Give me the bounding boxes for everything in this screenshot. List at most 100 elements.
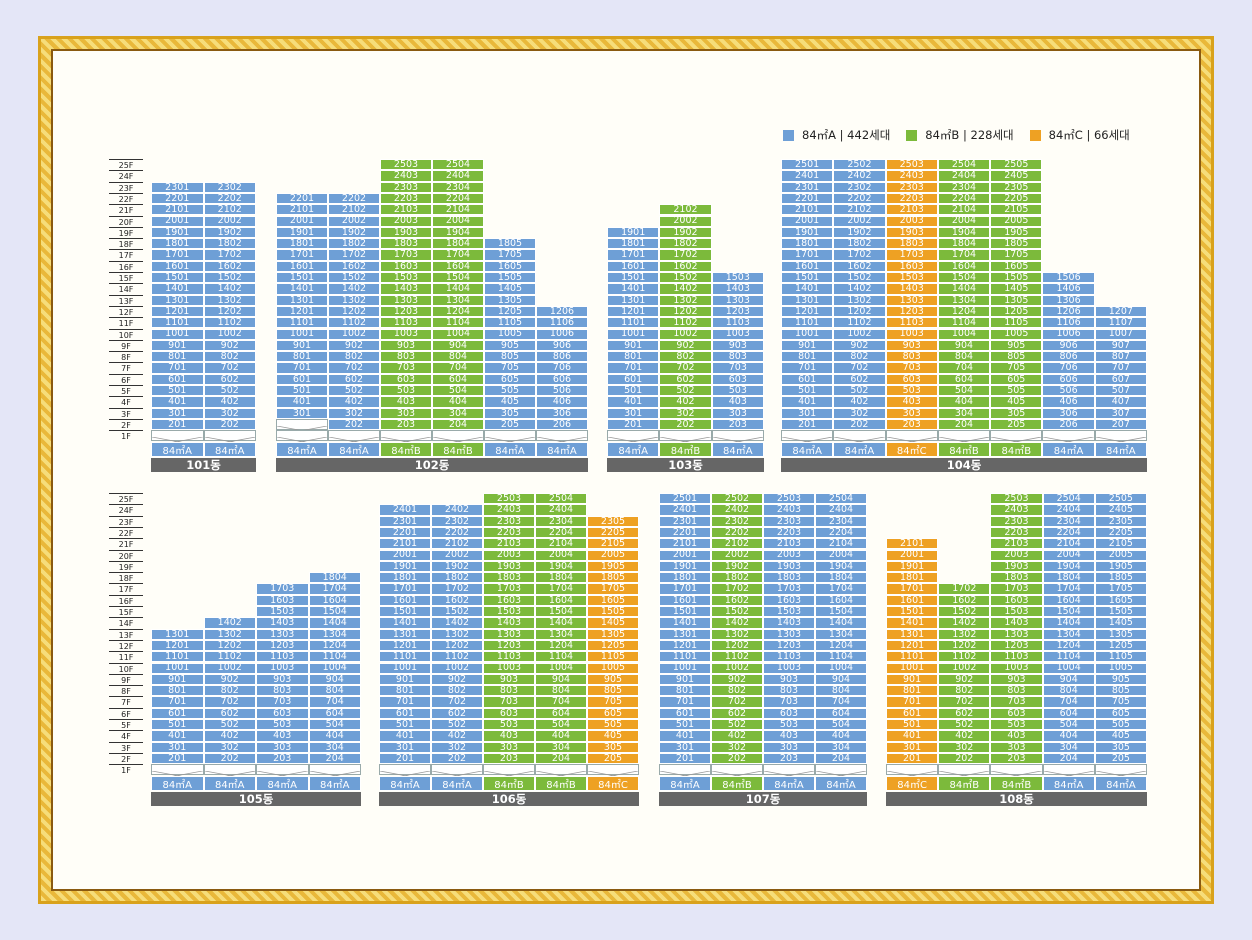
unit-cell[interactable]: 803 [380,351,432,363]
unit-cell[interactable]: 1101 [276,317,328,329]
unit-cell[interactable]: 603 [885,373,938,385]
unit-cell[interactable]: 601 [607,373,660,385]
unit-cell[interactable]: 1002 [833,328,886,340]
unit-cell[interactable]: 301 [781,407,834,419]
unit-cell[interactable]: 1205 [1094,639,1147,652]
unit-cell[interactable]: 1201 [886,639,939,652]
unit-cell[interactable]: 1107 [1094,317,1147,329]
unit-cell[interactable]: 1402 [431,617,483,629]
unit-cell[interactable]: 804 [308,685,361,697]
unit-cell[interactable]: 1605 [587,594,639,606]
unit-cell[interactable]: 1503 [885,272,938,284]
unit-cell[interactable]: 2401 [781,170,834,182]
unit-cell[interactable]: 1103 [763,651,815,663]
unit-cell[interactable]: 501 [379,719,431,731]
unit-cell[interactable]: 201 [607,418,660,431]
unit-cell[interactable]: 1402 [328,283,380,295]
unit-cell[interactable]: 601 [151,707,204,719]
unit-cell[interactable]: 1802 [711,572,763,584]
unit-cell[interactable]: 1804 [432,238,484,250]
unit-cell[interactable]: 1104 [815,651,867,663]
unit-cell[interactable]: 2403 [990,504,1043,516]
unit-cell[interactable]: 1802 [328,238,380,250]
unit-cell[interactable]: 602 [431,707,483,719]
unit-cell[interactable]: 1001 [886,662,939,674]
unit-cell[interactable]: 1905 [587,560,639,573]
unit-cell[interactable]: 801 [607,351,660,363]
unit-cell[interactable]: 702 [431,696,483,708]
unit-cell[interactable]: 1601 [781,260,834,272]
unit-cell[interactable]: 2204 [1042,526,1095,539]
unit-cell[interactable]: 2003 [483,549,535,561]
unit-cell[interactable]: 301 [151,407,204,419]
unit-cell[interactable]: 905 [990,339,1043,352]
unit-cell[interactable]: 803 [256,685,309,697]
unit-cell[interactable]: 207 [1094,418,1147,431]
unit-cell[interactable]: 1703 [763,583,815,595]
unit-cell[interactable]: 1503 [763,606,815,618]
unit-cell[interactable]: 503 [711,385,764,397]
unit-cell[interactable]: 1404 [937,283,991,295]
unit-cell[interactable]: 1005 [990,328,1043,340]
unit-cell[interactable]: 404 [815,730,867,742]
unit-cell[interactable]: 1002 [431,662,483,674]
unit-cell[interactable]: 2504 [1042,493,1095,505]
unit-cell[interactable]: 2203 [763,526,815,539]
unit-cell[interactable]: 1304 [535,628,587,640]
unit-cell[interactable]: 302 [328,407,380,419]
unit-cell[interactable]: 2402 [833,170,886,182]
unit-cell[interactable]: 601 [151,373,204,385]
unit-cell[interactable]: 1605 [484,260,536,272]
unit-cell[interactable]: 701 [379,696,431,708]
unit-cell[interactable]: 1103 [885,317,938,329]
unit-cell[interactable]: 204 [308,752,361,765]
unit-cell[interactable]: 605 [484,373,536,385]
unit-cell[interactable]: 203 [380,418,432,431]
unit-cell[interactable]: 502 [203,719,256,731]
unit-cell[interactable]: 904 [432,339,484,352]
unit-cell[interactable]: 1302 [203,294,256,306]
unit-cell[interactable]: 1203 [483,639,535,652]
unit-cell[interactable]: 1903 [763,560,815,573]
unit-cell[interactable]: 2103 [763,538,815,550]
unit-cell[interactable]: 1007 [1094,328,1147,340]
unit-cell[interactable]: 204 [535,752,587,765]
unit-cell[interactable]: 1105 [1094,651,1147,663]
unit-cell[interactable]: 1504 [937,272,991,284]
unit-cell[interactable]: 206 [536,418,588,431]
unit-cell[interactable]: 1903 [990,560,1043,573]
unit-cell[interactable]: 501 [659,719,711,731]
unit-cell[interactable]: 701 [151,362,204,374]
unit-cell[interactable]: 1904 [535,560,587,573]
unit-cell[interactable]: 2005 [990,215,1043,227]
unit-cell[interactable]: 1802 [203,238,256,250]
unit-cell[interactable]: 1303 [763,628,815,640]
unit-cell[interactable]: 2303 [990,515,1043,527]
unit-cell[interactable]: 1104 [937,317,991,329]
unit-cell[interactable]: 1304 [1042,628,1095,640]
unit-cell[interactable]: 602 [203,373,256,385]
unit-cell[interactable]: 1505 [1094,606,1147,618]
unit-cell[interactable]: 1805 [484,238,536,250]
unit-cell[interactable]: 902 [833,339,886,352]
unit-cell[interactable]: 304 [1042,741,1095,753]
unit-cell[interactable]: 1003 [711,328,764,340]
unit-cell[interactable]: 302 [833,407,886,419]
unit-cell[interactable]: 2305 [1094,515,1147,527]
unit-cell[interactable]: 1701 [659,583,711,595]
unit-cell[interactable]: 805 [1094,685,1147,697]
unit-cell[interactable]: 1502 [938,606,991,618]
unit-cell[interactable]: 1005 [1094,662,1147,674]
unit-cell[interactable]: 901 [607,339,660,352]
unit-cell[interactable]: 2103 [483,538,535,550]
unit-cell[interactable]: 901 [151,339,204,352]
unit-cell[interactable]: 1506 [1042,272,1095,284]
unit-cell[interactable]: 903 [885,339,938,352]
unit-cell[interactable]: 1803 [380,238,432,250]
unit-cell[interactable]: 1402 [203,283,256,295]
unit-cell[interactable]: 1703 [885,249,938,261]
unit-cell[interactable]: 506 [1042,385,1095,397]
unit-cell[interactable]: 2404 [535,504,587,516]
unit-cell[interactable]: 707 [1094,362,1147,374]
unit-cell[interactable]: 2303 [885,181,938,193]
